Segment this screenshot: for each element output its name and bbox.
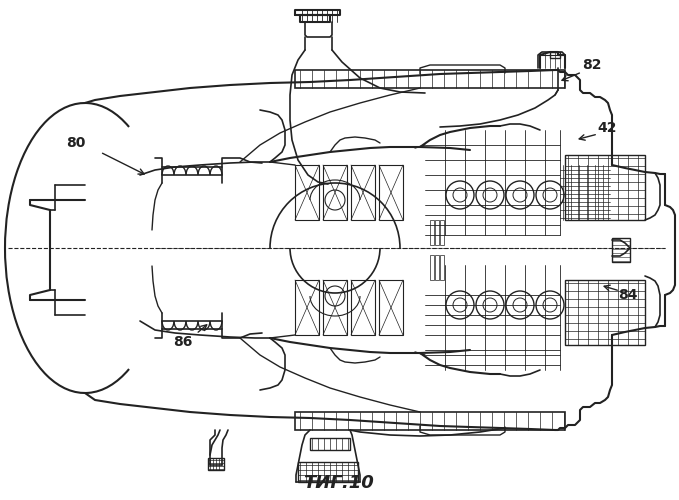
Bar bbox=[298, 462, 358, 482]
Bar bbox=[295, 280, 319, 335]
Text: 42: 42 bbox=[598, 121, 617, 135]
Bar bbox=[440, 255, 444, 280]
Bar bbox=[351, 165, 375, 220]
Bar bbox=[295, 412, 565, 430]
Bar bbox=[435, 255, 439, 280]
Bar bbox=[612, 238, 630, 262]
Bar bbox=[379, 165, 403, 220]
Bar bbox=[351, 280, 375, 335]
Bar bbox=[430, 220, 434, 245]
Bar bbox=[435, 220, 439, 245]
Bar bbox=[310, 438, 350, 450]
Bar bbox=[430, 255, 434, 280]
Bar bbox=[440, 220, 444, 245]
Bar bbox=[565, 155, 645, 220]
Bar bbox=[379, 280, 403, 335]
Bar bbox=[565, 280, 645, 345]
Text: ΤИГ.10: ΤИГ.10 bbox=[304, 474, 374, 492]
Bar bbox=[323, 165, 347, 220]
Text: 82: 82 bbox=[583, 58, 602, 72]
Bar bbox=[295, 70, 565, 88]
Bar bbox=[550, 52, 560, 58]
Bar bbox=[208, 458, 224, 470]
Bar bbox=[323, 280, 347, 335]
Bar bbox=[295, 165, 319, 220]
Text: 86: 86 bbox=[173, 335, 193, 349]
Text: 84: 84 bbox=[619, 288, 638, 302]
Text: 80: 80 bbox=[67, 136, 86, 150]
